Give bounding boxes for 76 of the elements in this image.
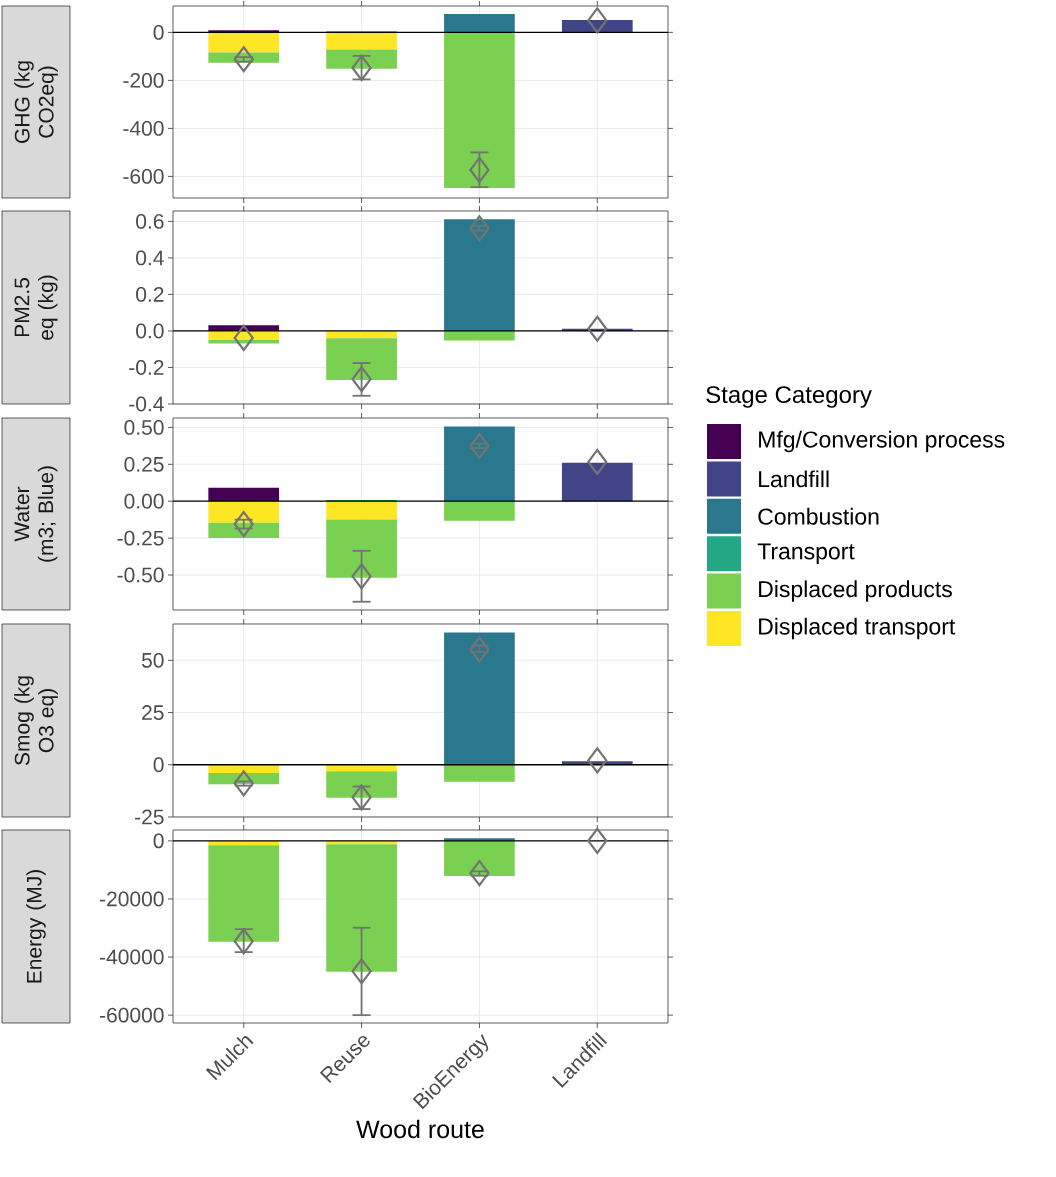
y-tick-label: 50 [141, 652, 164, 668]
bar [326, 338, 397, 381]
point [587, 827, 608, 854]
point [233, 511, 254, 538]
bar [444, 13, 515, 33]
y-tick-label: -0.2 [129, 360, 164, 375]
legend-label: Mfg/Conversion process [759, 430, 1005, 453]
point [351, 563, 372, 590]
y-tick-label: 0.6 [136, 213, 164, 229]
x-axis-title: Wood route [356, 1119, 484, 1139]
y-tick-label: -400 [123, 120, 164, 136]
legend-label: Displaced products [759, 580, 952, 602]
point [233, 46, 254, 73]
point [469, 432, 490, 460]
bar [208, 772, 280, 785]
y-tick-label: -40000 [100, 949, 164, 965]
bar [444, 501, 515, 521]
y-tick-label: 0.4 [136, 250, 164, 266]
y-tick-label: 0.0 [136, 323, 164, 339]
bar [326, 32, 397, 50]
y-tick-label: -0.50 [117, 567, 164, 583]
point [233, 770, 254, 797]
y-axis-title: PM2.5 eq (kg) [14, 275, 58, 340]
y-tick-label: -0.4 [129, 396, 164, 412]
y-tick-label: 0.25 [124, 456, 164, 472]
bar [208, 522, 280, 538]
y-tick-label: -60000 [100, 1007, 164, 1023]
bar [208, 845, 280, 942]
point [233, 324, 254, 351]
point [587, 747, 608, 774]
point [587, 315, 608, 342]
y-tick-label: 0 [153, 833, 164, 849]
legend-label: Displaced transport [759, 617, 956, 640]
y-axis-title: Energy (MJ) [26, 870, 46, 983]
bar [326, 519, 397, 578]
legend-label: Landfill [759, 470, 829, 488]
y-axis-title: Smog (kg O3 eq) [14, 676, 58, 766]
bar [208, 764, 280, 773]
legend-title: Stage Category [706, 386, 872, 408]
bar [444, 840, 515, 877]
y-tick-label: -600 [123, 168, 164, 184]
y-tick-label: -200 [123, 72, 164, 88]
y-tick-label: 25 [142, 705, 164, 720]
y-tick-label: 0.2 [136, 287, 164, 302]
bar [444, 632, 515, 765]
bar [444, 426, 515, 502]
bar [326, 49, 397, 69]
bar [208, 340, 280, 344]
legend-label: Combustion [758, 507, 879, 525]
point [469, 636, 490, 663]
y-axis-title: GHG (kg CO2eq) [14, 61, 58, 143]
bar [208, 32, 280, 53]
y-tick-label: -25 [135, 809, 164, 825]
bar [561, 462, 633, 502]
legend-label: Transport [757, 543, 855, 564]
bar [326, 771, 397, 798]
point [351, 958, 372, 985]
y-tick-label: -0.25 [117, 530, 164, 546]
bar [208, 487, 280, 502]
point [469, 860, 490, 887]
point [469, 156, 490, 184]
y-tick-label: -20000 [100, 891, 164, 907]
bar [444, 32, 515, 188]
point [587, 7, 608, 34]
bar [326, 501, 397, 520]
point [587, 448, 608, 476]
y-axis-title: Water (m3; Blue) [14, 466, 58, 562]
y-tick-label: 0.00 [124, 493, 164, 509]
bar [444, 764, 515, 782]
bar [444, 219, 515, 331]
bar [326, 844, 397, 972]
y-tick-label: 0.50 [124, 420, 164, 435]
y-tick-label: 0 [153, 757, 164, 773]
bar [326, 764, 397, 772]
point [469, 215, 490, 242]
y-tick-label: 0 [153, 24, 164, 40]
